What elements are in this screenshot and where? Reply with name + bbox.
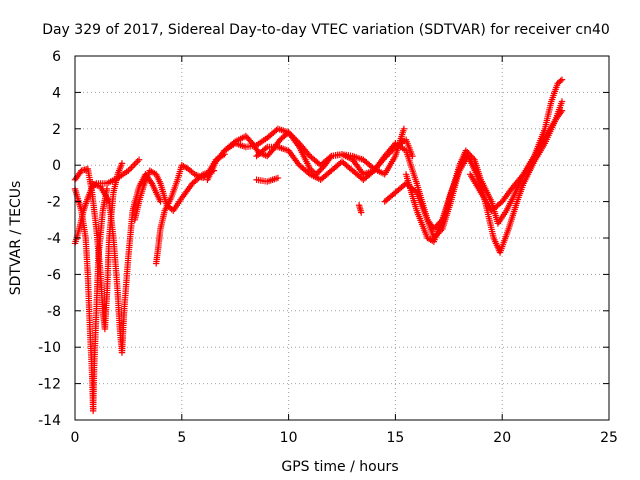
data-point <box>400 125 408 132</box>
data-point <box>147 178 155 186</box>
x-tick-label: 0 <box>71 430 80 446</box>
data-point <box>409 152 416 160</box>
y-tick-label: -12 <box>38 377 61 393</box>
x-tick-label: 25 <box>600 430 618 446</box>
data-point <box>305 169 312 177</box>
data-marks <box>71 76 566 415</box>
chart-title: Day 329 of 2017, Sidereal Day-to-day VTE… <box>42 22 610 38</box>
data-point <box>557 77 564 85</box>
data-point <box>314 169 321 176</box>
data-point <box>558 76 566 83</box>
grid <box>75 56 609 420</box>
y-axis: -14 -12 -10 -8 -6 -4 -2 0 2 4 6 <box>38 49 609 429</box>
x-tick-label: 15 <box>386 430 404 446</box>
y-tick-label: 2 <box>52 122 61 138</box>
data-point <box>464 148 471 156</box>
data-point <box>318 165 326 172</box>
y-axis-title: SDTVAR / TECUs <box>8 181 24 296</box>
y-tick-label: -2 <box>47 195 61 211</box>
y-tick-label: -8 <box>47 304 61 320</box>
y-tick-label: -4 <box>47 231 61 247</box>
data-point <box>557 108 565 116</box>
data-point <box>316 168 323 175</box>
data-point <box>327 154 334 161</box>
series-track-10 <box>253 174 282 185</box>
y-tick-label: 0 <box>52 158 61 174</box>
y-tick-label: 4 <box>52 85 61 101</box>
y-tick-label: -14 <box>38 413 61 429</box>
data-point <box>430 225 438 233</box>
y-tick-label: 6 <box>52 49 61 65</box>
data-point <box>558 107 566 114</box>
data-point <box>103 185 111 193</box>
x-tick-label: 10 <box>280 430 298 446</box>
x-axis: 0 5 10 15 20 25 <box>71 56 618 446</box>
data-point <box>135 156 143 163</box>
data-point <box>558 98 566 105</box>
series-track-13 <box>402 107 566 256</box>
data-point <box>262 145 269 152</box>
data-point <box>462 147 470 154</box>
x-axis-title: GPS time / hours <box>281 459 398 475</box>
data-point <box>317 166 324 173</box>
data-point <box>412 188 419 195</box>
series-track-3 <box>71 185 111 415</box>
x-tick-label: 20 <box>493 430 511 446</box>
x-tick-label: 5 <box>177 430 186 446</box>
series-track-14 <box>466 76 566 214</box>
y-tick-label: -10 <box>38 340 61 356</box>
data-point <box>358 209 365 216</box>
data-point <box>274 174 282 182</box>
y-tick-label: -6 <box>47 267 61 283</box>
data-point <box>118 160 126 167</box>
series-track-11 <box>355 202 365 216</box>
